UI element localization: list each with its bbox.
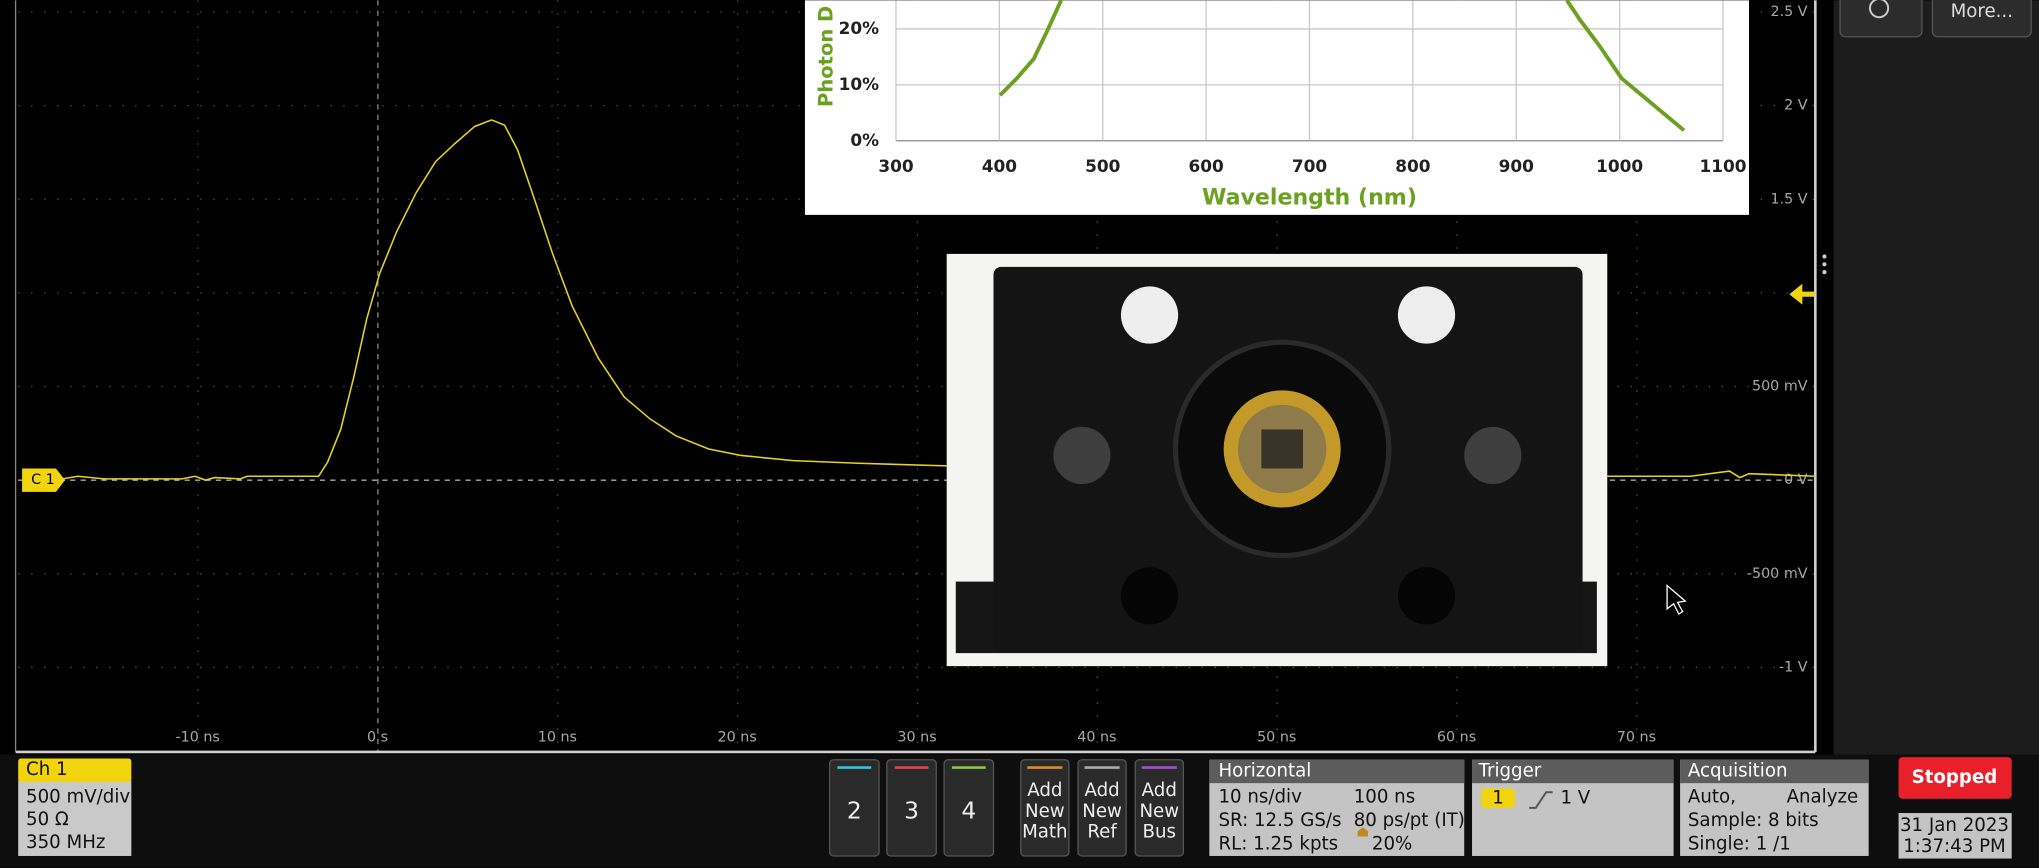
horizontal-title: Horizontal xyxy=(1218,760,1311,781)
handle-dot xyxy=(1822,262,1826,266)
horizontal-value: 20% xyxy=(1372,833,1412,854)
horizontal-value: SR: 12.5 GS/s xyxy=(1218,810,1341,831)
acquisition-value: Single: 1 /1 xyxy=(1688,833,1791,854)
horizontal-value: 10 ns/div xyxy=(1218,786,1302,807)
add-button-label: Ref xyxy=(1087,822,1117,843)
channel-setting: 350 MHz xyxy=(26,832,105,853)
y-tick-label: -500 mV xyxy=(1747,566,1808,582)
inset-x-tick: 1100 xyxy=(1699,156,1746,176)
x-tick-label: 50 ns xyxy=(1257,730,1296,746)
handle-dot xyxy=(1822,254,1826,258)
channel-button-label: 3 xyxy=(904,796,919,824)
inset-y-tick: 10% xyxy=(839,74,880,94)
inset-y-tick: 20% xyxy=(839,18,880,38)
trigger-source: 1 xyxy=(1492,788,1504,809)
x-tick-label: -10 ns xyxy=(175,730,219,746)
horizontal-value: 100 ns xyxy=(1354,786,1416,807)
add-button-label: New xyxy=(1139,801,1179,822)
zoom-button[interactable] xyxy=(1840,0,1922,37)
inset-x-tick: 800 xyxy=(1395,156,1430,176)
x-tick-label: 70 ns xyxy=(1617,730,1656,746)
channel-badge-title: Ch 1 xyxy=(26,759,68,780)
y-tick-label: 2 V xyxy=(1784,98,1808,114)
x-tick-label: 0 s xyxy=(367,730,388,746)
horizontal-value: 80 ps/pt (IT) xyxy=(1354,810,1465,831)
y-tick-label: 1.5 V xyxy=(1770,191,1807,207)
inset-x-tick: 700 xyxy=(1292,156,1327,176)
inset-x-tick: 400 xyxy=(982,156,1017,176)
photo xyxy=(947,254,1608,666)
inset-x-tick: 1000 xyxy=(1596,156,1643,176)
x-tick-label: 10 ns xyxy=(538,730,577,746)
handle-dot xyxy=(1822,270,1826,274)
screen: More... -10 ns 0 s 10 ns 20 ns 30 ns 40 ns 50 … xyxy=(0,0,2039,868)
more-label: More... xyxy=(1951,1,2013,22)
status: Stopped xyxy=(1912,767,1998,788)
add-button-label: Add xyxy=(1027,780,1062,801)
date: 31 Jan 2023 xyxy=(1900,815,2009,836)
add-button-label: New xyxy=(1025,801,1065,822)
add-button-label: Bus xyxy=(1143,822,1176,843)
add-button-label: New xyxy=(1082,801,1122,822)
inset-plot xyxy=(805,0,1749,215)
trigger-level: 1 V xyxy=(1560,788,1590,809)
add-button-label: Add xyxy=(1142,780,1177,801)
channel-setting: 50 Ω xyxy=(26,809,69,830)
inset-y-title: Photon D xyxy=(815,6,838,107)
trigger-title: Trigger xyxy=(1478,760,1542,781)
inset-x-tick: 600 xyxy=(1188,156,1223,176)
horizontal-value: RL: 1.25 kpts xyxy=(1218,833,1338,854)
y-tick-label: 2.5 V xyxy=(1770,4,1807,20)
inset-x-tick: 300 xyxy=(878,156,913,176)
inset-x-tick: 500 xyxy=(1085,156,1120,176)
channel-setting: 500 mV/div xyxy=(26,786,130,807)
y-tick-label: -1 V xyxy=(1779,659,1808,675)
page: More... -10 ns 0 s 10 ns 20 ns 30 ns 40 ns 50 … xyxy=(0,0,2039,868)
acquisition-value: Analyze xyxy=(1787,786,1859,807)
acquisition-title: Acquisition xyxy=(1688,760,1788,781)
add-button-label: Math xyxy=(1022,822,1068,843)
right-panel xyxy=(1834,0,2039,754)
x-tick-label: 60 ns xyxy=(1437,730,1476,746)
time: 1:37:43 PM xyxy=(1903,836,2006,857)
inset-y-tick: 0% xyxy=(850,130,879,150)
channel-marker-label: C 1 xyxy=(31,472,55,488)
acquisition-value: Sample: 8 bits xyxy=(1688,810,1819,831)
inset-x-title: Wavelength (nm) xyxy=(1202,184,1417,210)
y-tick-label: 500 mV xyxy=(1752,379,1808,395)
channel-button-label: 2 xyxy=(847,796,862,824)
add-button-label: Add xyxy=(1084,780,1119,801)
x-tick-label: 20 ns xyxy=(718,730,757,746)
x-tick-label: 30 ns xyxy=(897,730,936,746)
channel-button-label: 4 xyxy=(961,796,976,824)
inset-x-tick: 900 xyxy=(1499,156,1534,176)
acquisition-value: Auto, xyxy=(1688,786,1736,807)
x-tick-label: 40 ns xyxy=(1077,730,1116,746)
